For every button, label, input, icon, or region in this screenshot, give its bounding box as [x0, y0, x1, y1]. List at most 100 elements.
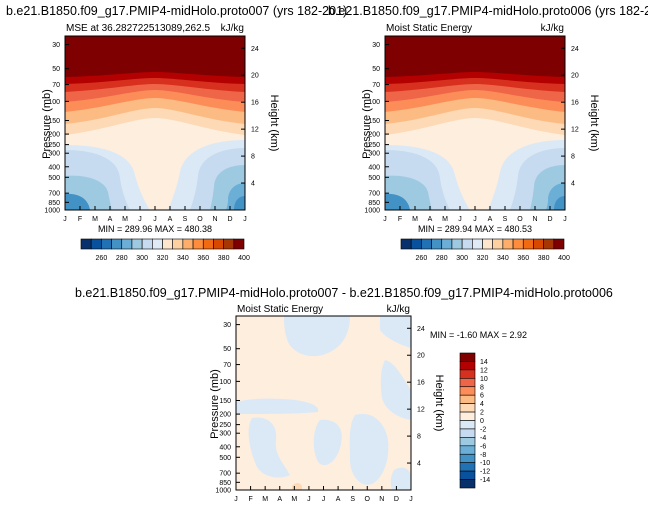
band-mse-290-left [65, 193, 90, 210]
x-tick-label: J [563, 216, 567, 223]
colorbar-box [459, 445, 476, 455]
colorbar-box [400, 238, 412, 250]
colorbar-label: 4 [480, 401, 484, 408]
band-diff-neg-top-right [380, 316, 411, 348]
colorbar-box [459, 352, 476, 362]
pressure-tick-label: 50 [372, 66, 380, 73]
colorbar-box [192, 238, 204, 250]
pressure-tick-label: 50 [52, 66, 60, 73]
height-tick-label: 12 [417, 407, 425, 414]
colorbar-box [152, 238, 163, 250]
panel-b-stats: MIN = 289.94 MAX = 480.53 [418, 224, 532, 234]
height-tick-label: 8 [417, 434, 421, 441]
colorbar-label: 260 [96, 255, 108, 262]
pressure-tick-label: 30 [223, 322, 231, 329]
colorbar-box [459, 437, 476, 447]
band-diff-neg-center-low [313, 419, 342, 466]
height-tick-label: 4 [417, 461, 421, 468]
panel-b-y2label: Height (km) [588, 95, 600, 152]
height-tick-label: 12 [251, 127, 259, 134]
colorbar-box [459, 428, 476, 438]
colorbar-label: 8 [480, 384, 484, 391]
colorbar-box [459, 369, 476, 379]
colorbar-label: 380 [538, 255, 550, 262]
colorbar-box [421, 238, 432, 250]
x-tick-label: A [488, 216, 493, 223]
x-tick-label: J [322, 496, 326, 503]
colorbar-box [162, 238, 173, 250]
pressure-tick-label: 400 [48, 164, 60, 171]
band-diff-neg-right-low [349, 413, 389, 485]
panel-a-y2label: Height (km) [268, 95, 280, 152]
colorbar-box [459, 403, 476, 413]
pressure-tick-label: 850 [219, 480, 231, 487]
pressure-tick-label: 200 [48, 132, 60, 139]
panel-c-run-title: b.e21.B1850.f09_g17.PMIP4-midHolo.proto0… [75, 286, 613, 300]
x-tick-label: D [394, 496, 399, 503]
x-tick-label: F [78, 216, 82, 223]
x-tick-label: S [183, 216, 188, 223]
panel-b-colorbar: 260 280 300 320 340 360 380 400 [400, 238, 570, 262]
panel-a-contours [65, 36, 245, 210]
x-tick-label: A [336, 496, 341, 503]
pressure-tick-label: 500 [368, 175, 380, 182]
colorbar-label: 300 [136, 255, 148, 262]
band-diff-neg-top [284, 316, 350, 357]
colorbar-box [459, 361, 476, 371]
colorbar-box [451, 238, 463, 250]
panel-b-units: kJ/kg [541, 23, 564, 34]
panel-a-run-title: b.e21.B1850.f09_g17.PMIP4-midHolo.proto0… [6, 4, 347, 18]
pressure-tick-label: 300 [219, 431, 231, 438]
colorbar-box [202, 238, 214, 250]
pressure-tick-label: 150 [219, 398, 231, 405]
colorbar-label: 260 [416, 255, 428, 262]
colorbar-box [459, 411, 476, 421]
x-tick-label: J [153, 216, 157, 223]
colorbar-label: 10 [480, 376, 488, 383]
colorbar-box [461, 238, 473, 250]
pressure-tick-label: 850 [368, 200, 380, 207]
pressure-tick-label: 70 [223, 362, 231, 369]
pressure-tick-label: 70 [372, 82, 380, 89]
colorbar-label: 400 [238, 255, 250, 262]
panel-c-stats: MIN = -1.60 MAX = 2.92 [430, 330, 527, 340]
colorbar-box [543, 238, 555, 250]
x-tick-label: D [227, 216, 232, 223]
colorbar-box [522, 238, 534, 250]
pressure-tick-label: 100 [48, 99, 60, 106]
x-tick-label: D [547, 216, 552, 223]
colorbar-box [213, 238, 224, 250]
pressure-tick-label: 50 [223, 346, 231, 353]
panel-c-contours [236, 316, 411, 490]
colorbar-label: 400 [558, 255, 570, 262]
panel-a-title: MSE at 36.2827225130​89,262.5 [66, 23, 210, 34]
colorbar-label: 360 [517, 255, 529, 262]
pressure-tick-label: 100 [219, 379, 231, 386]
colorbar-label: 6 [480, 393, 484, 400]
x-tick-label: J [243, 216, 247, 223]
colorbar-box [482, 238, 493, 250]
pressure-tick-label: 1000 [44, 208, 60, 215]
colorbar-label: 2 [480, 410, 484, 417]
height-tick-label: 16 [417, 380, 425, 387]
colorbar-label: -14 [480, 477, 490, 484]
pressure-tick-label: 30 [52, 42, 60, 49]
colorbar-box [141, 238, 153, 250]
x-tick-label: N [532, 216, 537, 223]
x-tick-label: M [442, 216, 448, 223]
colorbar-label: -10 [480, 460, 490, 467]
colorbar-label: -2 [480, 426, 486, 433]
colorbar-box [233, 238, 245, 250]
pressure-tick-label: 1000 [364, 208, 380, 215]
pressure-tick-label: 150 [368, 118, 380, 125]
panel-c-units: kJ/kg [387, 304, 410, 315]
colorbar-label: 340 [177, 255, 189, 262]
x-tick-label: J [307, 496, 311, 503]
panel-c-y2label: Height (km) [433, 375, 445, 432]
x-tick-label: A [108, 216, 113, 223]
panel-b-contours [385, 36, 565, 210]
band-mse-400 [65, 36, 245, 77]
band-mse-400 [385, 36, 565, 77]
colorbar-box [459, 378, 476, 388]
colorbar-box [90, 238, 102, 250]
